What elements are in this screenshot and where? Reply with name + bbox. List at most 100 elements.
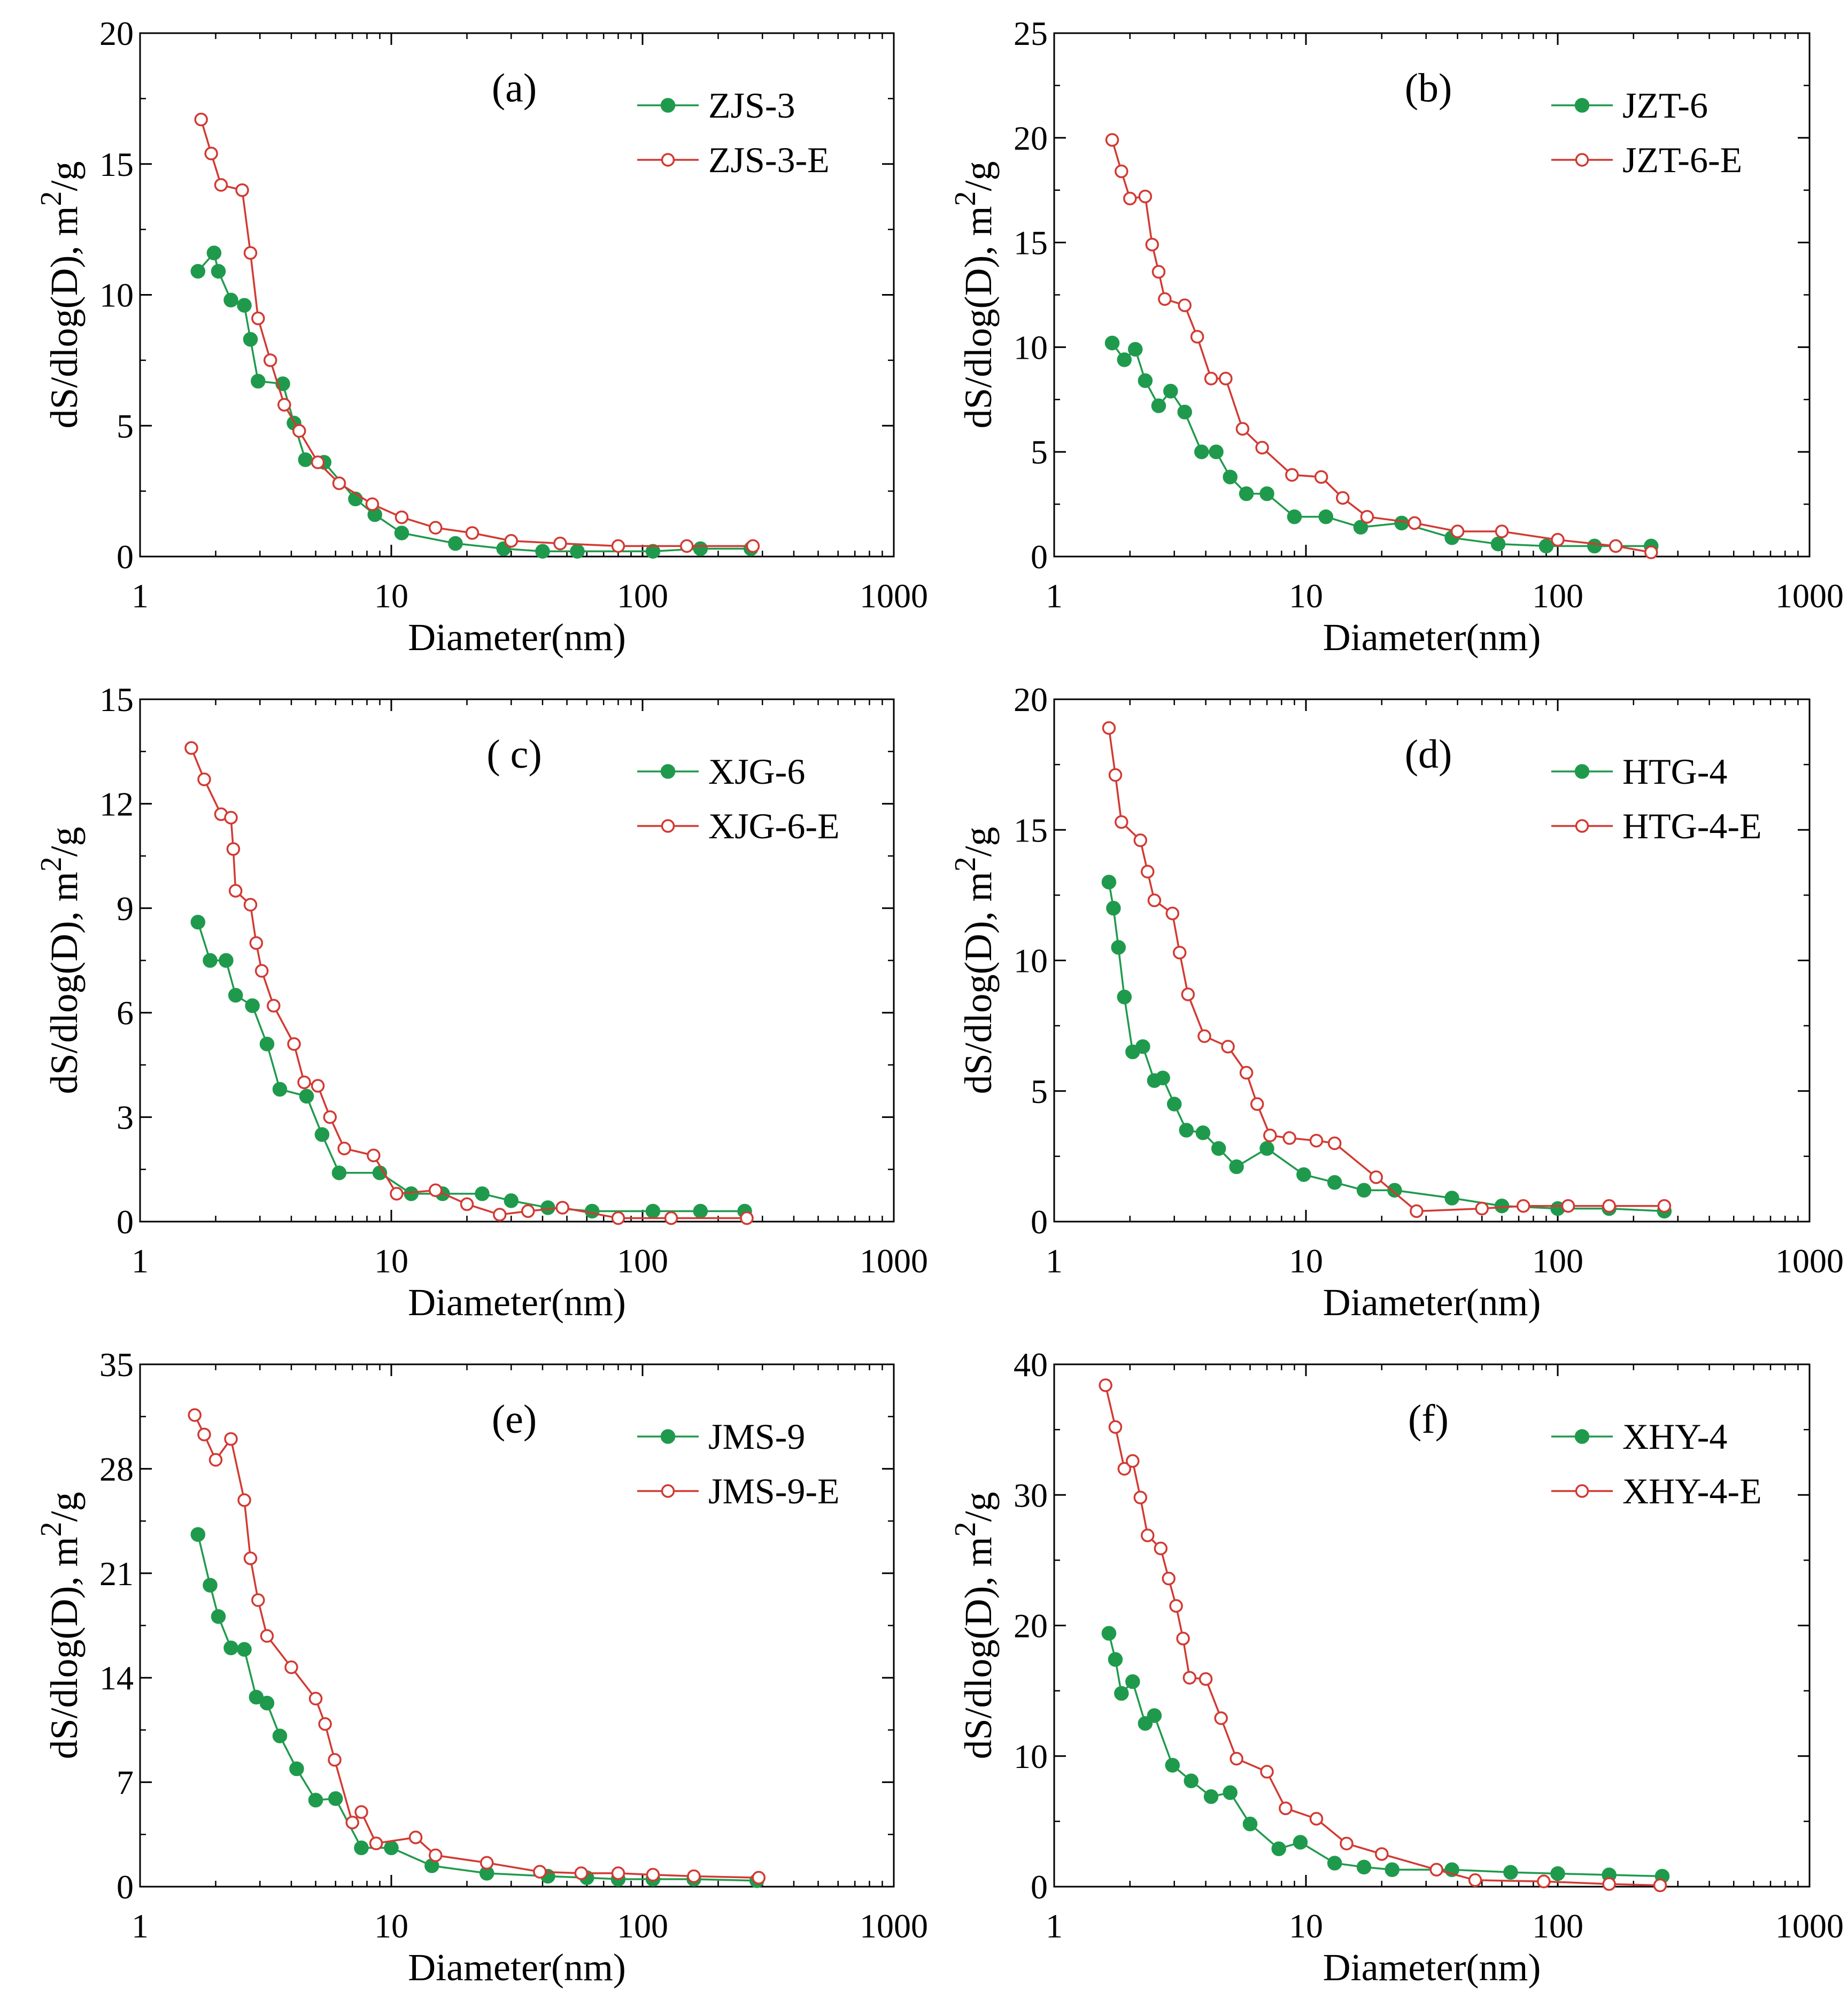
data-point bbox=[1162, 1571, 1176, 1586]
y-tick-label: 3 bbox=[117, 1099, 134, 1137]
data-point bbox=[1115, 164, 1128, 179]
x-tick-label: 10 bbox=[374, 577, 408, 615]
data-point bbox=[1101, 1626, 1117, 1641]
legend-label: HTG-4-E bbox=[1622, 806, 1762, 846]
data-point bbox=[584, 1203, 600, 1219]
legend-marker bbox=[1575, 819, 1589, 833]
data-point bbox=[211, 264, 226, 279]
data-point bbox=[1223, 1785, 1238, 1800]
data-point bbox=[1219, 372, 1233, 385]
data-point bbox=[645, 1203, 661, 1219]
data-point bbox=[521, 1204, 535, 1218]
data-point bbox=[331, 1165, 347, 1180]
y-tick-label: 5 bbox=[117, 407, 134, 445]
data-point bbox=[206, 245, 222, 260]
data-point bbox=[1155, 1070, 1170, 1086]
data-point bbox=[1111, 940, 1126, 955]
data-point bbox=[311, 455, 325, 469]
data-point bbox=[693, 541, 708, 557]
data-point bbox=[1169, 1599, 1183, 1613]
data-point bbox=[1195, 1125, 1211, 1140]
data-point bbox=[204, 146, 218, 160]
y-tick-label: 5 bbox=[1031, 433, 1048, 471]
legend-marker bbox=[660, 1429, 676, 1444]
y-tick-label: 20 bbox=[1014, 681, 1048, 719]
data-point bbox=[1408, 516, 1421, 530]
chart-panel-1: 1 10 100 1000 0 5 10 15 20 Diameter(nm) dS/dlog(D)… bbox=[35, 14, 928, 659]
data-point bbox=[1177, 405, 1192, 420]
data-point bbox=[1375, 1847, 1389, 1861]
data-point bbox=[203, 953, 218, 968]
legend-label: ZJS-3-E bbox=[708, 140, 830, 180]
data-point bbox=[1602, 1877, 1616, 1891]
legend-label: XJG-6 bbox=[708, 751, 805, 792]
legend-marker bbox=[661, 1484, 675, 1498]
data-point bbox=[243, 246, 258, 260]
data-point bbox=[1204, 372, 1218, 385]
data-point bbox=[190, 915, 206, 930]
data-point bbox=[1468, 1873, 1482, 1887]
data-point bbox=[1263, 1129, 1277, 1142]
data-point bbox=[1385, 1862, 1400, 1877]
y-tick-label: 0 bbox=[1031, 538, 1048, 576]
data-point bbox=[272, 1082, 288, 1097]
data-point bbox=[354, 1840, 369, 1856]
data-point bbox=[1475, 1201, 1489, 1216]
data-point bbox=[1314, 470, 1328, 484]
data-point bbox=[224, 810, 238, 825]
data-point bbox=[1429, 1863, 1443, 1877]
data-point bbox=[429, 1183, 443, 1198]
y-axis-title: dS/dlog(D), m2/g bbox=[35, 1492, 86, 1759]
panel-label: (f) bbox=[1408, 1397, 1449, 1442]
data-point bbox=[224, 1432, 238, 1446]
data-point bbox=[1503, 1865, 1518, 1880]
data-point bbox=[611, 1211, 625, 1225]
data-point bbox=[1117, 1462, 1132, 1476]
data-point bbox=[1410, 1204, 1424, 1218]
data-point bbox=[369, 1836, 383, 1850]
data-point bbox=[1340, 1836, 1354, 1851]
x-tick-label: 1 bbox=[132, 1907, 149, 1945]
data-point bbox=[267, 999, 281, 1013]
data-point bbox=[367, 1148, 381, 1162]
x-tick-label: 1000 bbox=[860, 577, 928, 615]
y-tick-label: 40 bbox=[1014, 1346, 1048, 1384]
data-point bbox=[318, 1717, 332, 1731]
y-tick-label: 21 bbox=[99, 1555, 134, 1593]
data-point bbox=[1099, 1378, 1112, 1392]
data-point bbox=[211, 1609, 226, 1624]
data-point bbox=[1259, 486, 1274, 501]
data-point bbox=[1282, 1131, 1296, 1145]
data-point bbox=[251, 374, 266, 389]
x-tick-label: 1000 bbox=[860, 1242, 928, 1280]
x-axis-title: Diameter(nm) bbox=[408, 1946, 626, 1989]
series-line bbox=[200, 119, 753, 547]
y-tick-label: 15 bbox=[99, 681, 134, 719]
data-point bbox=[1102, 721, 1116, 735]
y-tick-label: 9 bbox=[117, 890, 134, 928]
legend-label: JZT-6 bbox=[1622, 85, 1708, 126]
y-tick-label: 5 bbox=[1031, 1072, 1048, 1110]
data-point bbox=[1360, 509, 1374, 524]
data-point bbox=[1128, 342, 1143, 357]
data-point bbox=[219, 953, 234, 968]
data-point bbox=[1199, 1672, 1213, 1686]
data-point bbox=[611, 1866, 625, 1880]
data-point bbox=[1223, 469, 1238, 484]
data-point bbox=[1551, 532, 1565, 547]
data-point bbox=[1135, 1039, 1150, 1054]
data-point bbox=[1176, 1632, 1190, 1646]
data-point bbox=[1165, 906, 1180, 921]
data-point bbox=[277, 398, 291, 412]
data-point bbox=[1494, 1198, 1510, 1214]
data-point bbox=[1230, 1751, 1243, 1766]
legend-marker bbox=[1575, 153, 1589, 167]
data-point bbox=[1138, 373, 1153, 388]
legend-marker bbox=[1574, 764, 1590, 779]
data-point bbox=[332, 476, 346, 490]
chart-panel-2: 1 10 100 1000 0 5 10 15 20 25 Diameter(nm) dS/dlog(… bbox=[949, 14, 1844, 659]
x-tick-label: 1 bbox=[132, 577, 149, 615]
x-tick-label: 10 bbox=[1289, 1907, 1323, 1945]
y-tick-label: 10 bbox=[1014, 328, 1048, 366]
